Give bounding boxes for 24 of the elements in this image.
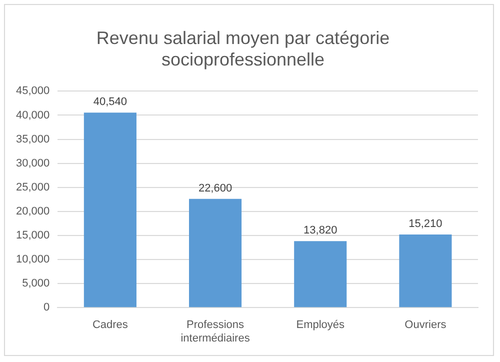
- x-tick-label: Cadres: [92, 319, 128, 332]
- data-label: 22,600: [198, 182, 232, 194]
- text: socioprofessionnelle: [161, 49, 325, 70]
- y-tick-label: 30,000: [16, 157, 50, 170]
- bar: [189, 198, 242, 308]
- data-label: 15,210: [408, 218, 442, 230]
- y-tick-label: 15,000: [16, 230, 50, 242]
- bar: [294, 241, 347, 308]
- y-tick-label: 0: [44, 302, 50, 314]
- y-tick-label: 5,000: [22, 278, 50, 290]
- data-label: 13,820: [304, 224, 338, 237]
- y-tick-label: 20,000: [16, 205, 50, 218]
- y-tick-label: 25,000: [16, 181, 50, 194]
- x-tick-label: Ouvriers: [404, 319, 447, 332]
- data-label: 40,540: [93, 96, 128, 108]
- bar: [84, 112, 136, 308]
- y-tick-label: 40,000: [16, 109, 50, 122]
- y-tick-label: 10,000: [16, 254, 50, 266]
- text: Revenu salarial moyen par catégorie: [96, 28, 390, 48]
- x-tick-label: Employés: [296, 319, 346, 332]
- y-tick-label: 35,000: [16, 133, 50, 146]
- bar: [399, 234, 452, 308]
- y-tick-label: 45,000: [16, 85, 50, 98]
- x-tick-label: Professions intermédiaires: [180, 319, 250, 344]
